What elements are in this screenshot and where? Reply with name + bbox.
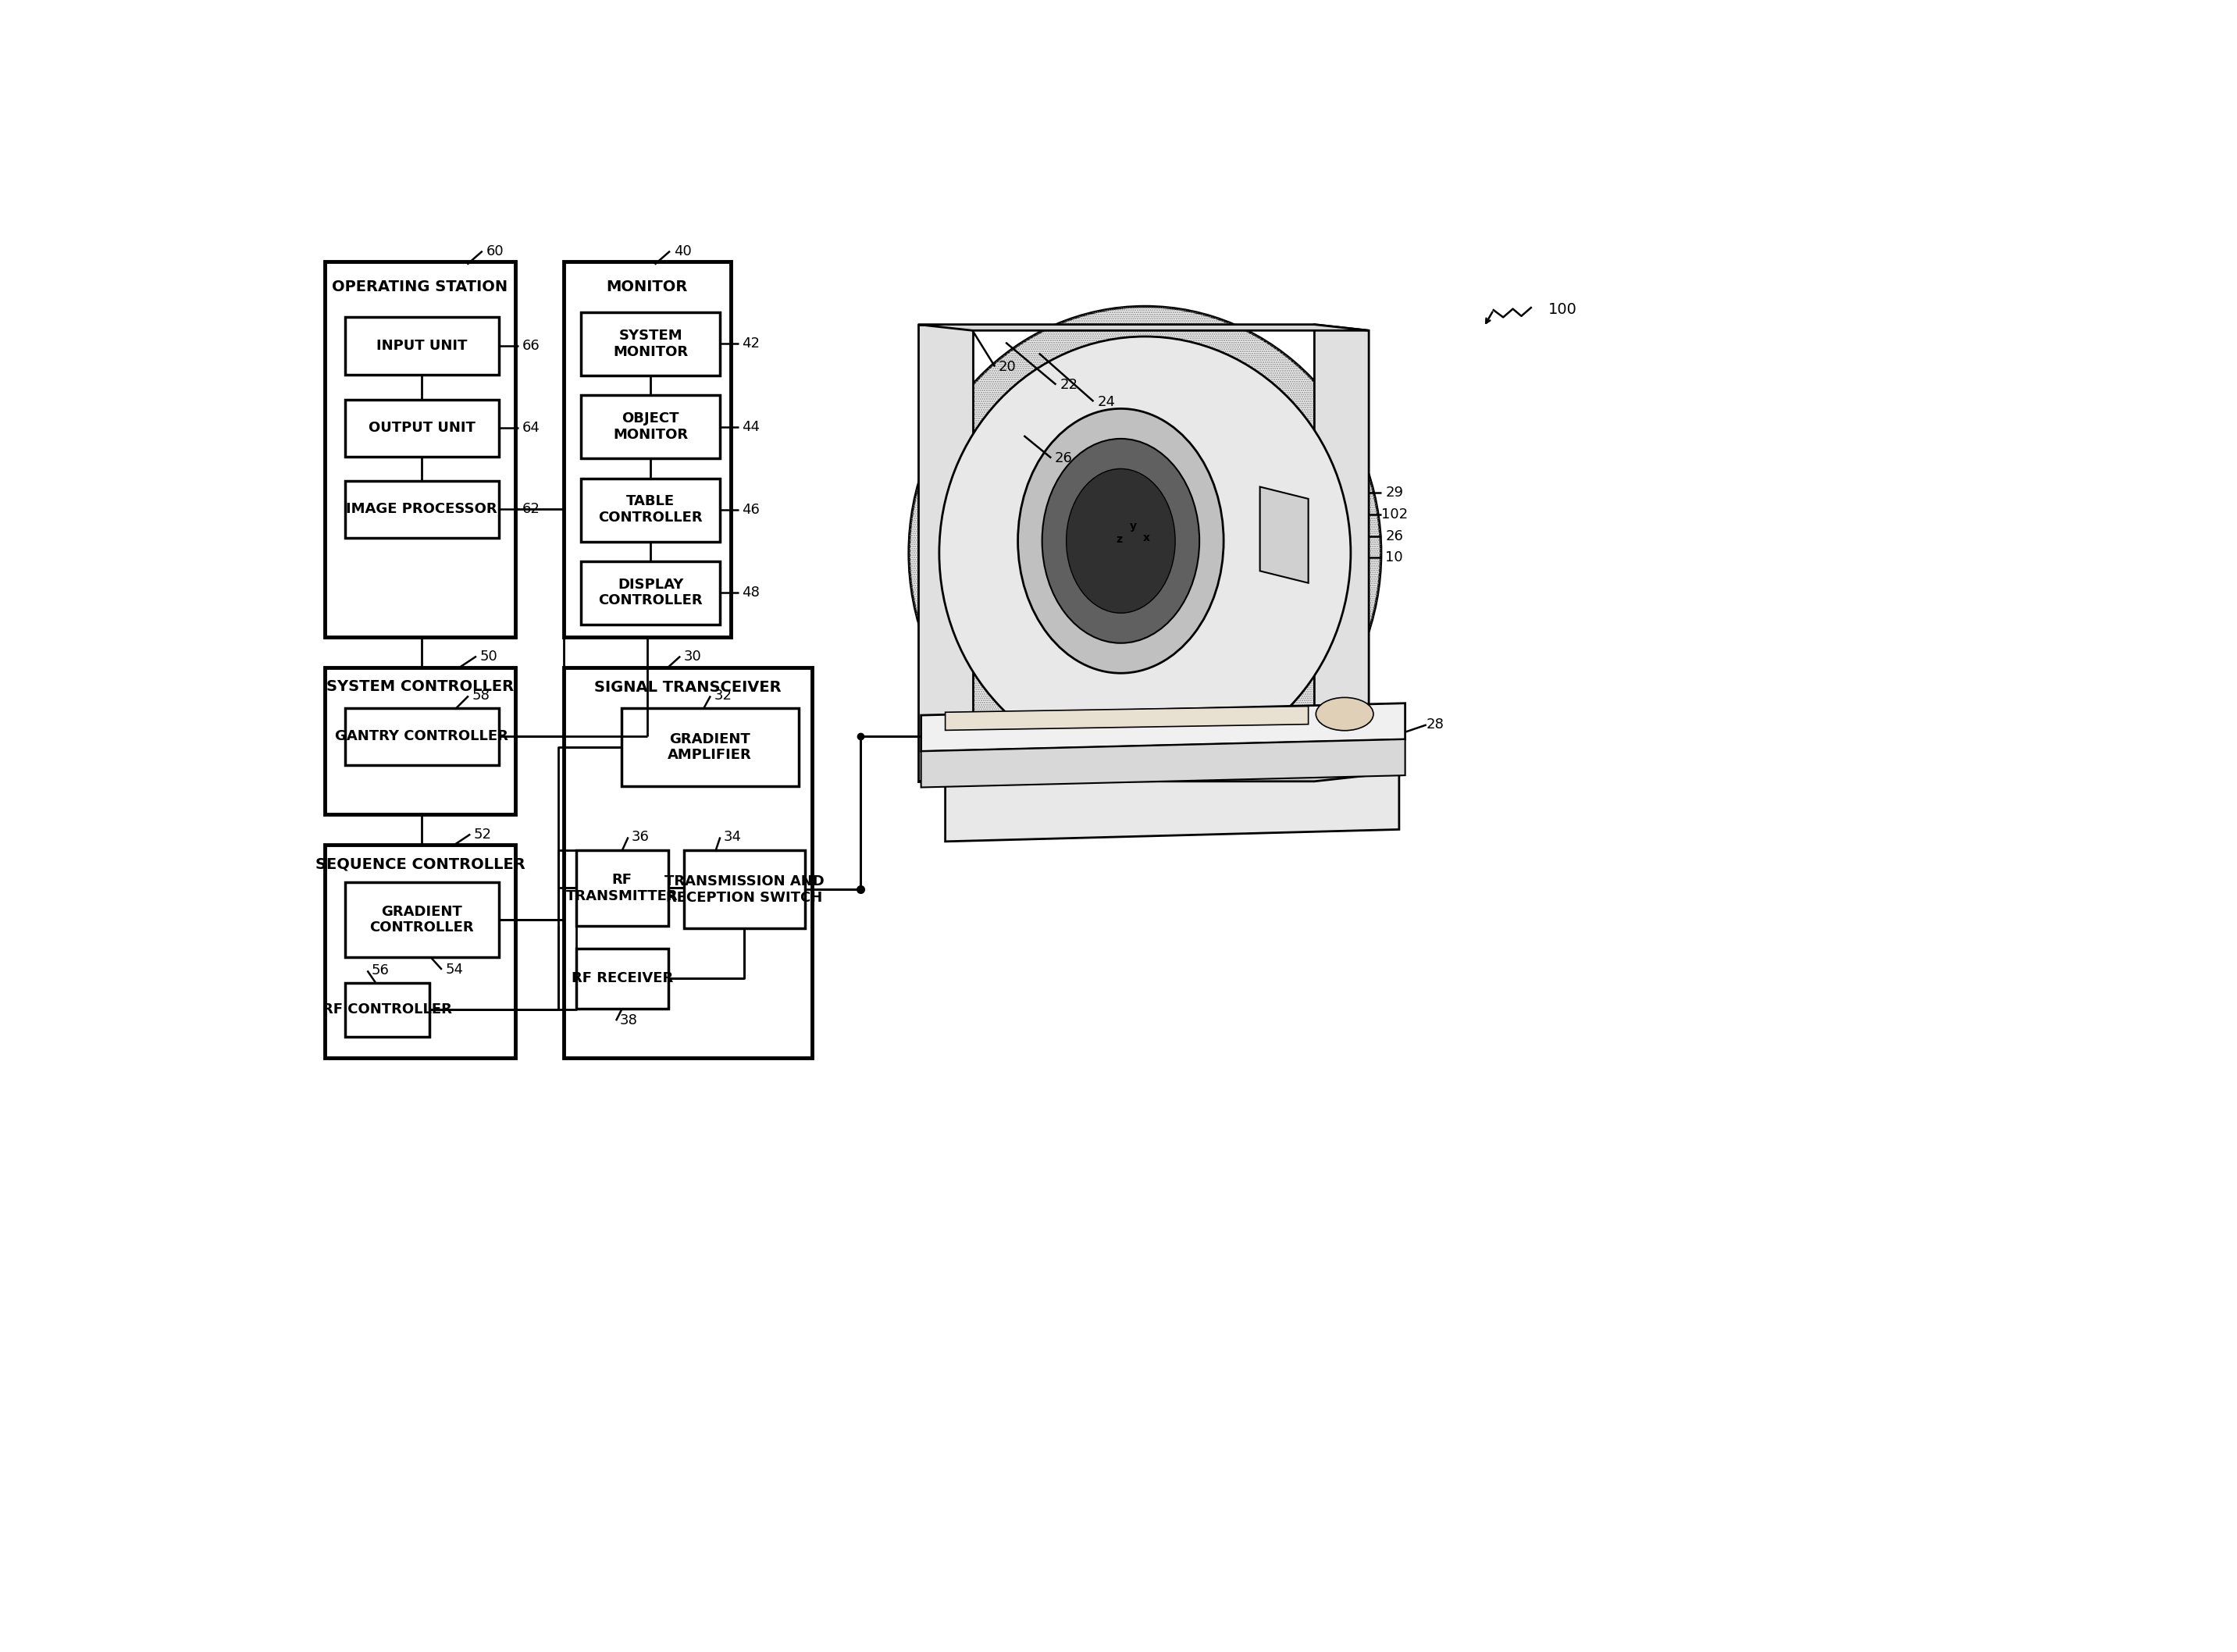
Text: 46: 46 <box>743 502 761 517</box>
Text: 30: 30 <box>685 649 702 664</box>
Polygon shape <box>922 740 1405 788</box>
Text: 34: 34 <box>725 831 743 844</box>
Polygon shape <box>946 705 1309 730</box>
Text: 22: 22 <box>1060 378 1078 392</box>
Text: 48: 48 <box>743 585 761 600</box>
Text: x: x <box>1143 532 1150 544</box>
Text: y: y <box>1130 520 1136 532</box>
Text: INPUT UNIT: INPUT UNIT <box>376 339 468 352</box>
Text: 42: 42 <box>743 337 761 350</box>
Text: 102: 102 <box>1380 507 1407 522</box>
Text: 28: 28 <box>1427 719 1445 732</box>
Text: 54: 54 <box>445 963 463 976</box>
Text: TRANSMISSION AND
RECEPTION SWITCH: TRANSMISSION AND RECEPTION SWITCH <box>664 874 823 905</box>
Bar <box>344 481 499 539</box>
Bar <box>577 948 669 1009</box>
Text: 38: 38 <box>620 1014 638 1028</box>
Text: 64: 64 <box>521 421 539 434</box>
Text: 32: 32 <box>714 689 731 704</box>
Polygon shape <box>917 324 1369 330</box>
Bar <box>324 844 515 1057</box>
Polygon shape <box>1315 324 1369 775</box>
Text: 10: 10 <box>1385 550 1403 565</box>
Text: 62: 62 <box>521 502 539 515</box>
Ellipse shape <box>908 307 1380 800</box>
Text: 52: 52 <box>474 828 492 841</box>
Text: 26: 26 <box>1054 451 1072 464</box>
Text: 26: 26 <box>1385 529 1403 544</box>
Text: GRADIENT
CONTROLLER: GRADIENT CONTROLLER <box>369 905 474 935</box>
Text: RF CONTROLLER: RF CONTROLLER <box>322 1003 452 1018</box>
Text: 56: 56 <box>371 963 389 978</box>
Bar <box>582 395 720 459</box>
Text: 20: 20 <box>998 360 1016 375</box>
Bar <box>685 851 805 928</box>
Bar <box>577 851 669 925</box>
Bar <box>324 261 515 638</box>
Text: 24: 24 <box>1096 395 1116 410</box>
Bar <box>582 562 720 624</box>
Bar <box>582 479 720 542</box>
Text: DISPLAY
CONTROLLER: DISPLAY CONTROLLER <box>600 578 702 608</box>
Text: RF
TRANSMITTER: RF TRANSMITTER <box>566 872 678 904</box>
Ellipse shape <box>1042 439 1199 643</box>
Ellipse shape <box>1018 408 1224 672</box>
Bar <box>344 317 499 375</box>
Text: 44: 44 <box>743 420 761 434</box>
Text: 66: 66 <box>521 339 539 352</box>
Bar <box>564 667 812 1057</box>
Text: GRADIENT
AMPLIFIER: GRADIENT AMPLIFIER <box>669 732 752 762</box>
Text: SYSTEM CONTROLLER: SYSTEM CONTROLLER <box>327 679 515 694</box>
Text: RF RECEIVER: RF RECEIVER <box>570 971 673 986</box>
Polygon shape <box>1259 487 1309 583</box>
Bar <box>344 400 499 456</box>
Text: 58: 58 <box>472 689 490 704</box>
Ellipse shape <box>1315 697 1374 730</box>
Text: 36: 36 <box>631 831 649 844</box>
Bar <box>344 983 430 1037</box>
Text: OPERATING STATION: OPERATING STATION <box>331 279 508 294</box>
Bar <box>582 312 720 375</box>
Text: TABLE
CONTROLLER: TABLE CONTROLLER <box>600 494 702 525</box>
Bar <box>622 709 799 786</box>
Text: z: z <box>1116 534 1123 545</box>
Text: 29: 29 <box>1385 486 1403 501</box>
Bar <box>324 667 515 814</box>
Bar <box>344 709 499 765</box>
Text: SEQUENCE CONTROLLER: SEQUENCE CONTROLLER <box>315 857 526 872</box>
Bar <box>344 882 499 958</box>
Bar <box>564 261 731 638</box>
Polygon shape <box>917 324 973 781</box>
Ellipse shape <box>1067 469 1174 613</box>
Text: 50: 50 <box>481 649 497 664</box>
Text: OUTPUT UNIT: OUTPUT UNIT <box>369 421 474 434</box>
Text: SIGNAL TRANSCEIVER: SIGNAL TRANSCEIVER <box>595 681 781 695</box>
Text: OBJECT
MONITOR: OBJECT MONITOR <box>613 411 689 441</box>
Polygon shape <box>922 704 1405 752</box>
Ellipse shape <box>940 337 1351 770</box>
Text: IMAGE PROCESSOR: IMAGE PROCESSOR <box>347 502 497 515</box>
Polygon shape <box>946 763 1398 841</box>
Text: 40: 40 <box>673 244 691 258</box>
Text: MONITOR: MONITOR <box>606 279 687 294</box>
Polygon shape <box>917 775 1369 781</box>
Text: 100: 100 <box>1548 302 1577 317</box>
Text: SYSTEM
MONITOR: SYSTEM MONITOR <box>613 329 689 358</box>
Text: 60: 60 <box>485 244 503 258</box>
Text: GANTRY CONTROLLER: GANTRY CONTROLLER <box>336 729 508 743</box>
